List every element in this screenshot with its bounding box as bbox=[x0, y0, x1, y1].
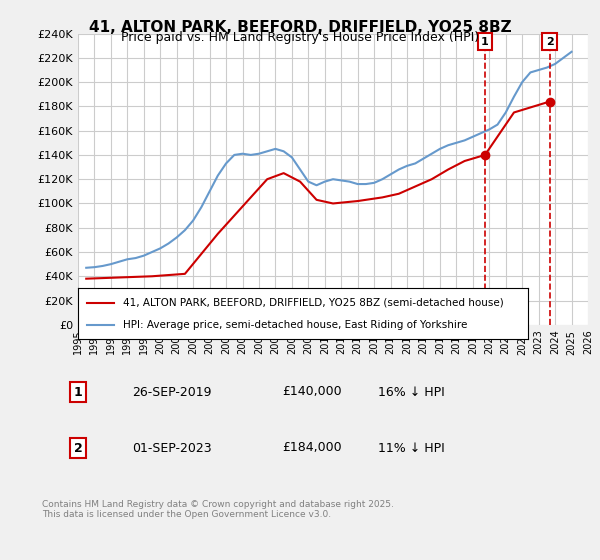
Text: £140,000: £140,000 bbox=[282, 385, 341, 399]
Text: HPI: Average price, semi-detached house, East Riding of Yorkshire: HPI: Average price, semi-detached house,… bbox=[123, 320, 467, 330]
Text: 41, ALTON PARK, BEEFORD, DRIFFIELD, YO25 8BZ: 41, ALTON PARK, BEEFORD, DRIFFIELD, YO25… bbox=[89, 20, 511, 35]
Text: 2: 2 bbox=[546, 36, 554, 46]
Text: 11% ↓ HPI: 11% ↓ HPI bbox=[378, 441, 445, 455]
Text: 41, ALTON PARK, BEEFORD, DRIFFIELD, YO25 8BZ (semi-detached house): 41, ALTON PARK, BEEFORD, DRIFFIELD, YO25… bbox=[123, 297, 504, 307]
Text: 26-SEP-2019: 26-SEP-2019 bbox=[132, 385, 212, 399]
Text: 1: 1 bbox=[481, 36, 489, 46]
Text: Contains HM Land Registry data © Crown copyright and database right 2025.
This d: Contains HM Land Registry data © Crown c… bbox=[42, 500, 394, 519]
Text: 2: 2 bbox=[74, 441, 82, 455]
Text: 16% ↓ HPI: 16% ↓ HPI bbox=[378, 385, 445, 399]
Text: Price paid vs. HM Land Registry's House Price Index (HPI): Price paid vs. HM Land Registry's House … bbox=[121, 31, 479, 44]
Text: 1: 1 bbox=[74, 385, 82, 399]
Text: £184,000: £184,000 bbox=[282, 441, 341, 455]
Text: 01-SEP-2023: 01-SEP-2023 bbox=[132, 441, 212, 455]
